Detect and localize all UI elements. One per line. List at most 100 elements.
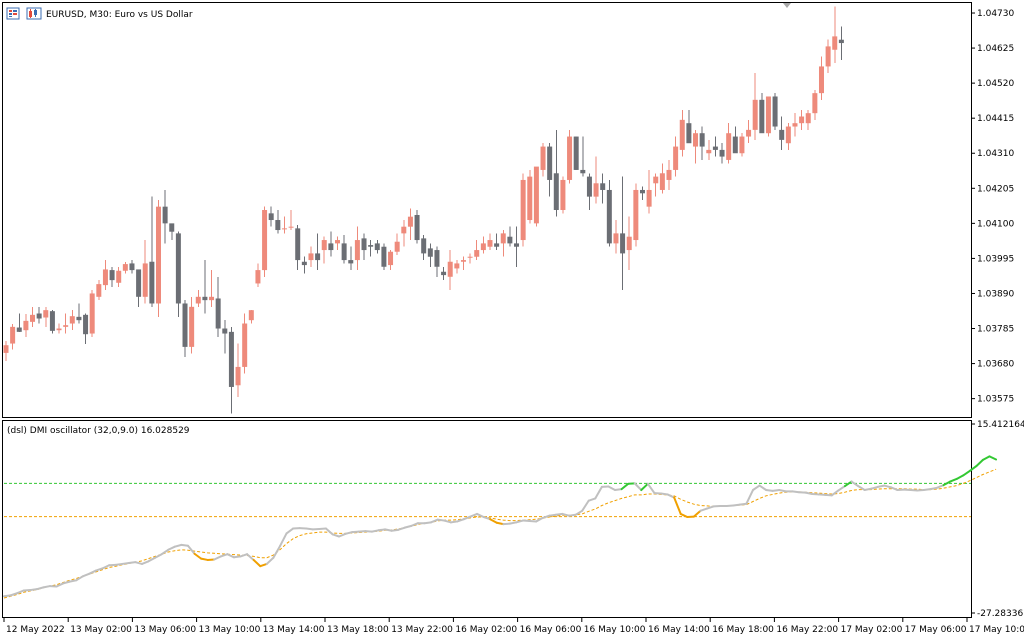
time-axis-label: 13 May 22:00: [391, 625, 453, 635]
candle-body: [255, 270, 261, 284]
price-axis-label: 1.04625: [977, 44, 1014, 54]
candle-body: [116, 270, 122, 283]
candle-body: [779, 129, 785, 140]
candle-body: [149, 261, 155, 304]
price-axis-label: 1.04310: [977, 149, 1014, 159]
indicator-axis[interactable]: 15.412164 -27.283367: [971, 420, 1024, 619]
candle-body: [10, 326, 16, 344]
oscillator-line-segment: [962, 469, 971, 477]
candle-body: [361, 238, 367, 251]
oscillator-line-segment: [751, 484, 761, 492]
oscillator-line-segment: [285, 527, 295, 535]
oscillator-line-segment: [55, 582, 65, 588]
candle-body: [63, 325, 69, 327]
candle-body: [388, 251, 394, 266]
oscillator-line-segment: [705, 505, 715, 510]
time-axis[interactable]: 12 May 2022 13 May 02:00 13 May 06:00 13 Ma…: [3, 618, 1024, 635]
oscillator-line-segment: [942, 480, 952, 487]
candle-body: [494, 243, 500, 247]
candle-body: [460, 260, 466, 262]
oscillator-line-segment: [200, 557, 209, 561]
time-axis-label: 16 May 06:00: [520, 625, 582, 635]
candle-body: [275, 220, 281, 231]
candle-body: [36, 313, 42, 319]
candle-body: [102, 269, 108, 286]
oscillator-line-segment: [140, 560, 150, 565]
oscillator-line-segment: [469, 512, 479, 518]
oscillator-line-segment: [870, 485, 879, 490]
candle-body: [719, 149, 725, 157]
candle-body: [43, 310, 49, 318]
indicator-pane[interactable]: 15.412164 -27.283367: [2, 420, 1024, 619]
oscillator-line-segment: [771, 489, 781, 492]
candle-body: [639, 189, 645, 194]
oscillator-line-segment: [456, 518, 465, 523]
oscillator-line-segment: [338, 532, 347, 538]
candle-body: [593, 183, 599, 197]
price-axis-label: 1.03785: [977, 325, 1014, 335]
oscillator-line-segment: [75, 575, 84, 582]
oscillator-line-segment: [738, 502, 748, 506]
candle-body: [83, 314, 89, 335]
candle-body: [514, 243, 520, 247]
candle-body: [202, 296, 208, 301]
candle-body: [215, 298, 221, 329]
oscillator-line-segment: [515, 519, 525, 524]
candle-body: [454, 263, 460, 269]
indicator-pane-frame: [2, 420, 972, 618]
oscillator-line-segment: [850, 480, 860, 488]
oscillator-line-segment: [679, 512, 689, 519]
chart-shift-marker[interactable]: [783, 3, 791, 8]
time-axis-label: 13 May 10:00: [199, 625, 261, 635]
oscillator-line-segment: [154, 553, 163, 559]
candle-body: [129, 263, 135, 271]
candle-body: [765, 96, 771, 134]
oscillator-line-segment: [81, 572, 91, 578]
time-axis-label: 16 May 18:00: [712, 625, 774, 635]
symbol-list-icon[interactable]: [6, 7, 20, 20]
time-axis-label: 13 May 18:00: [327, 625, 389, 635]
chart-properties-icon[interactable]: [26, 7, 42, 20]
oscillator-line-segment: [673, 496, 682, 515]
candle-body: [759, 99, 765, 134]
candle-body: [507, 236, 513, 244]
price-pane[interactable]: 1.04730 1.04625 1.04520 1.04415 1.04310 1.042…: [2, 2, 1015, 418]
price-axis-label: 1.03995: [977, 254, 1014, 264]
oscillator-line-segment: [331, 533, 341, 538]
indicator-title: (dsl) DMI oscillator (32,0,9.0) 16.02852…: [7, 426, 190, 436]
oscillator-line-segment: [272, 545, 281, 559]
oscillator-line-segment: [535, 516, 544, 523]
oscillator-line-segment: [476, 512, 485, 519]
candle-body: [580, 169, 586, 174]
oscillator-line-segment: [857, 485, 866, 492]
oscillator-line-segment: [666, 493, 676, 499]
candle-body: [335, 240, 340, 244]
price-axis[interactable]: 1.04730 1.04625 1.04520 1.04415 1.04310 1.042…: [971, 9, 1014, 405]
candle-body: [500, 233, 506, 244]
oscillator-line-segment: [213, 555, 222, 561]
candle-body: [832, 36, 838, 50]
candle-body: [76, 316, 82, 321]
oscillator-line-segment: [370, 529, 380, 533]
oscillator-line-segment: [160, 548, 170, 556]
oscillator-line-segment: [837, 485, 846, 492]
price-axis-label: 1.04520: [977, 79, 1014, 89]
oscillator-line-segment: [180, 543, 189, 547]
oscillator-line-segment: [344, 531, 354, 535]
price-axis-label: 1.03680: [977, 360, 1014, 370]
price-axis-label: 1.03575: [977, 395, 1014, 405]
candle-body: [30, 314, 36, 322]
oscillator-line-segment: [541, 514, 551, 519]
candle-body: [189, 306, 195, 347]
candle-body: [573, 136, 579, 170]
candle-body: [235, 366, 241, 386]
price-axis-label: 1.03890: [977, 289, 1014, 299]
candle-body: [381, 246, 387, 267]
time-axis-label: 16 May 02:00: [455, 625, 517, 635]
candle-body: [142, 263, 148, 297]
oscillator-line-segment: [173, 543, 183, 548]
candle-body: [746, 129, 752, 137]
candle-body: [666, 169, 672, 180]
oscillator-line-segment: [765, 489, 774, 492]
